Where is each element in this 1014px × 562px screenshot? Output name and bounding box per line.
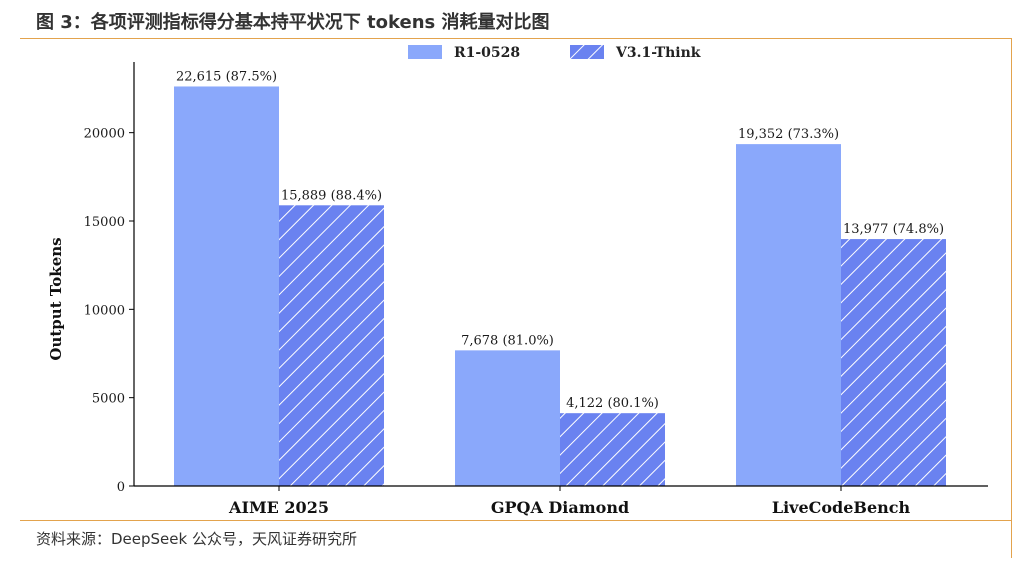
bar-r1-0528-0: [174, 86, 279, 487]
x-tick-label: LiveCodeBench: [772, 498, 911, 517]
bar-v3-1-think-0: [279, 205, 384, 487]
y-tick-label: 15000: [84, 215, 125, 230]
bar-v3-1-think-2: [841, 239, 946, 486]
bar-v3-1-think-1: [560, 413, 665, 486]
legend: R1-0528 V3.1-Think: [408, 45, 701, 61]
bar-chart: 22,615 (87.5%) 7,678 (81.0%) 19,352 (73.3%…: [47, 45, 988, 517]
legend-label: R1-0528: [454, 45, 520, 61]
right-rule: [1011, 38, 1012, 558]
data-label: 7,678 (81.0%): [461, 333, 554, 348]
legend-label: V3.1-Think: [615, 45, 701, 61]
y-tick-label: 10000: [84, 303, 125, 318]
y-tick-label: 5000: [92, 392, 125, 407]
legend-swatch: [570, 45, 604, 59]
legend-swatch: [408, 45, 442, 59]
data-label: 4,122 (80.1%): [566, 396, 659, 411]
top-rule: [20, 38, 1012, 39]
source-note: 资料来源：DeepSeek 公众号，天风证券研究所: [36, 530, 357, 548]
y-tick-label: 0: [117, 480, 125, 495]
axes-group: 0 5000 10000 15000 20000 AIME 2025 GPQA Diamon…: [47, 62, 988, 517]
bars-group: 22,615 (87.5%) 7,678 (81.0%) 19,352 (73.3%…: [174, 69, 946, 487]
data-label: 22,615 (87.5%): [176, 69, 277, 84]
x-tick-label: AIME 2025: [228, 498, 329, 517]
bar-r1-0528-1: [455, 350, 560, 486]
x-tick-label: GPQA Diamond: [491, 498, 629, 517]
figure-title: 图 3：各项评测指标得分基本持平状况下 tokens 消耗量对比图: [36, 12, 550, 33]
y-axis-title: Output Tokens: [47, 237, 65, 360]
bar-r1-0528-2: [736, 144, 841, 486]
bottom-rule: [20, 520, 1012, 521]
data-label: 13,977 (74.8%): [843, 222, 944, 237]
data-label: 19,352 (73.3%): [738, 127, 839, 142]
y-tick-label: 20000: [84, 127, 125, 142]
data-label: 15,889 (88.4%): [281, 188, 382, 203]
